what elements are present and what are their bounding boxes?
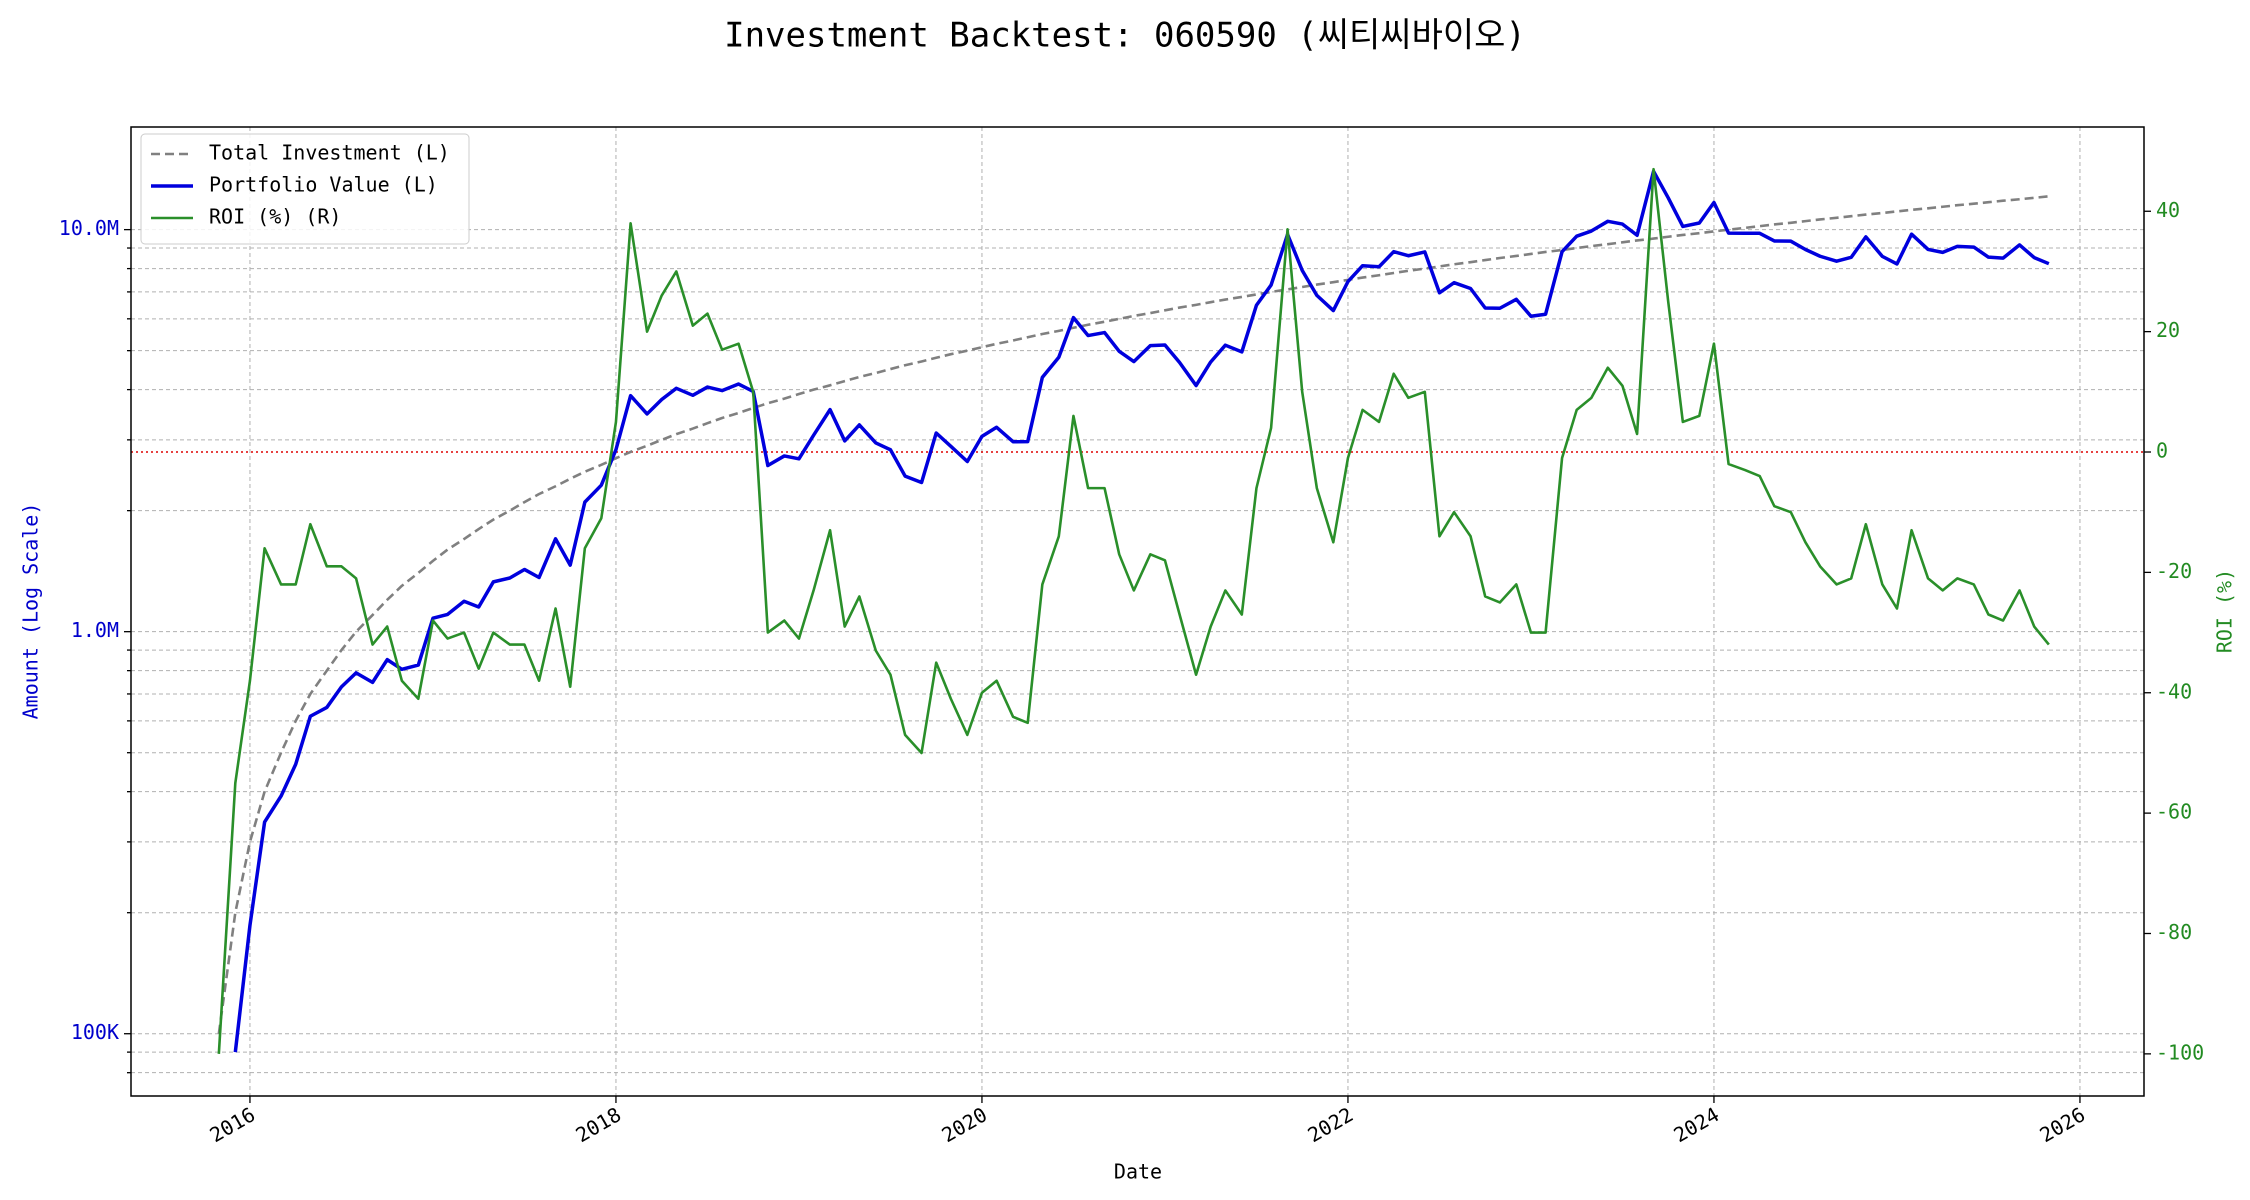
y-tick-label: 100K: [71, 1020, 119, 1044]
y2-tick-label: 0: [2156, 439, 2168, 463]
y2-tick-label: 40: [2156, 198, 2180, 222]
y2-tick-label: -60: [2156, 800, 2192, 824]
y-axis-label: Amount (Log Scale): [19, 503, 43, 720]
grid: [131, 127, 2144, 1096]
y2-tick-label: -100: [2156, 1040, 2204, 1064]
legend-label: Portfolio Value (L): [209, 173, 438, 197]
legend: Total Investment (L) Portfolio Value (L) R…: [140, 133, 470, 245]
y-tick-label: 1.0M: [71, 618, 119, 642]
plot-lines: [131, 167, 2144, 1054]
y2-tick-label: -80: [2156, 920, 2192, 944]
series-line: [217, 195, 2049, 1034]
plot-frame: [130, 126, 2145, 1097]
legend-label: Total Investment (L): [209, 141, 450, 165]
y2-axis-label: ROI (%): [2213, 569, 2237, 653]
y2-tick-label: 20: [2156, 318, 2180, 342]
y2-tick-label: -20: [2156, 559, 2192, 583]
x-axis-label: Date: [1114, 1160, 1162, 1184]
y-tick-label: 10.0M: [59, 216, 119, 240]
y2-tick-label: -40: [2156, 679, 2192, 703]
chart-title: Investment Backtest: 060590 (씨티씨바이오): [724, 16, 1526, 56]
series-line: [233, 169, 2050, 1053]
series-line: [217, 167, 2050, 1054]
legend-label: ROI (%) (R): [209, 205, 341, 229]
legend-box: [140, 133, 470, 245]
